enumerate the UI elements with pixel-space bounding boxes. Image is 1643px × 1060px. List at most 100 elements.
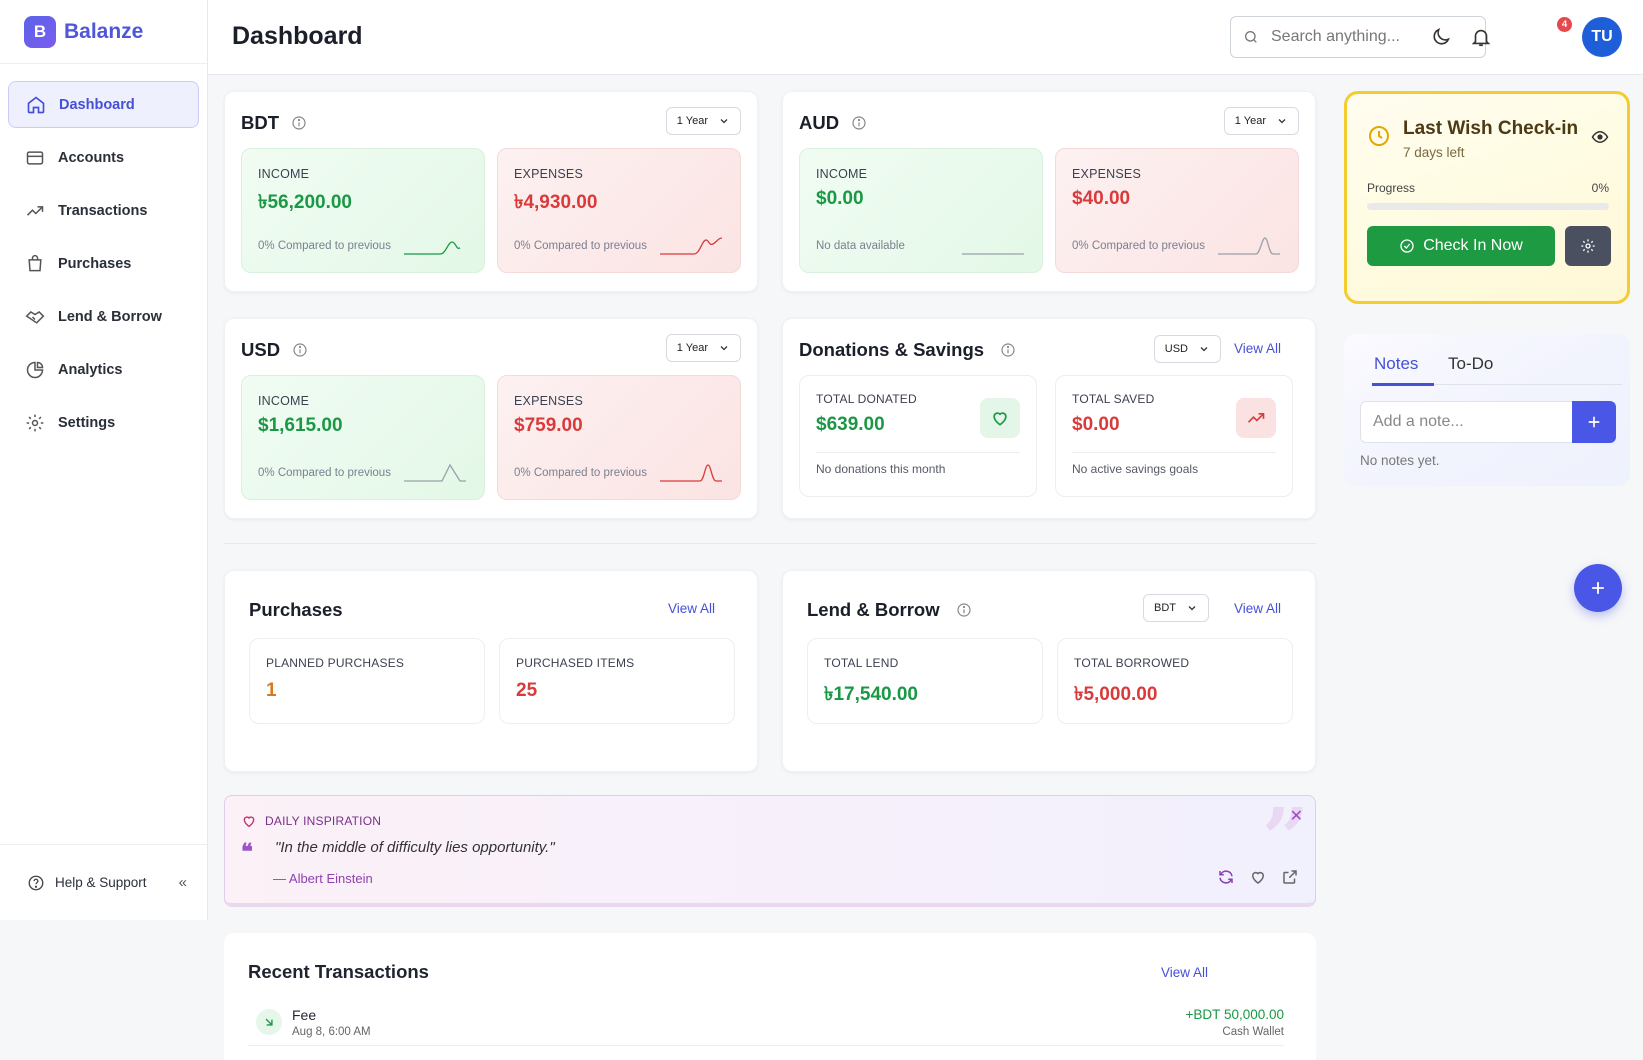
usd-card: USD 1 Year INCOME $1,615.00 0% Compared … xyxy=(224,318,758,519)
check-in-now-button[interactable]: Check In Now xyxy=(1367,226,1555,266)
sidebar-item-purchases[interactable]: Purchases xyxy=(8,240,199,287)
collapse-sidebar-icon[interactable]: « xyxy=(178,874,187,891)
quote-icon: ❝ xyxy=(241,839,253,864)
tab-notes[interactable]: Notes xyxy=(1374,354,1419,373)
stat-comparison: 0% Compared to previous xyxy=(258,467,391,479)
notes-panel: Notes To-Do No notes yet. xyxy=(1344,334,1630,486)
user-avatar[interactable]: TU xyxy=(1582,17,1622,57)
floating-add-button[interactable] xyxy=(1574,564,1622,612)
tab-todo[interactable]: To-Do xyxy=(1448,354,1494,373)
purchases-view-all-link[interactable]: View All xyxy=(667,601,715,616)
eye-icon[interactable] xyxy=(1591,128,1609,146)
sparkline xyxy=(962,253,1024,255)
divider xyxy=(816,452,1020,453)
section-divider xyxy=(224,543,1316,544)
share-icon[interactable] xyxy=(1281,868,1299,886)
sidebar: B Balanze Dashboard Accounts Transaction… xyxy=(0,0,208,920)
stat-value: ৳4,930.00 xyxy=(514,192,598,213)
stat-comparison: 0% Compared to previous xyxy=(514,240,647,252)
sidebar-item-dashboard[interactable]: Dashboard xyxy=(8,81,199,128)
expenses-stat: EXPENSES $759.00 0% Compared to previous xyxy=(497,375,741,500)
credit-card-icon xyxy=(26,150,44,165)
bdt-card-title: BDT xyxy=(241,112,307,134)
search-box[interactable] xyxy=(1230,16,1486,58)
checkin-title: Last Wish Check-in xyxy=(1403,118,1579,139)
bdt-card: BDT 1 Year INCOME ৳56,200.00 0% Compared… xyxy=(224,91,758,292)
sparkline xyxy=(1218,237,1280,255)
info-icon[interactable] xyxy=(956,602,972,618)
home-icon xyxy=(27,95,45,113)
donations-view-all-link[interactable]: View All xyxy=(1233,341,1281,356)
lend-borrow-card: Lend & Borrow BDT View All TOTAL LEND ৳1… xyxy=(782,570,1316,772)
sparkline xyxy=(404,241,461,255)
box-label: PURCHASED ITEMS xyxy=(516,656,635,670)
divider xyxy=(1072,452,1276,453)
info-icon[interactable] xyxy=(291,115,307,131)
sidebar-item-lend-borrow[interactable]: Lend & Borrow xyxy=(8,293,199,340)
info-icon[interactable] xyxy=(1000,342,1016,358)
check-circle-icon xyxy=(1400,239,1414,253)
period-select-value: 1 Year xyxy=(1234,115,1266,127)
gear-icon xyxy=(26,414,44,431)
box-value: ৳17,540.00 xyxy=(824,684,918,705)
note-input[interactable] xyxy=(1360,401,1572,443)
refresh-icon[interactable] xyxy=(1217,868,1235,886)
notes-empty-state: No notes yet. xyxy=(1360,453,1440,468)
box-value: 1 xyxy=(266,680,277,701)
stat-value: $40.00 xyxy=(1072,188,1131,209)
brand[interactable]: B Balanze xyxy=(0,0,207,64)
clock-icon xyxy=(1369,126,1389,146)
box-label: TOTAL LEND xyxy=(824,656,899,670)
inspiration-heading: DAILY INSPIRATION xyxy=(241,813,381,829)
last-wish-checkin-card: Last Wish Check-in 7 days left Progress … xyxy=(1344,91,1630,304)
income-stat: INCOME $1,615.00 0% Compared to previous xyxy=(241,375,485,500)
info-icon[interactable] xyxy=(851,115,867,131)
income-stat: INCOME $0.00 No data available xyxy=(799,148,1043,273)
recent-view-all-link[interactable]: View All xyxy=(1160,965,1208,980)
period-select[interactable]: 1 Year xyxy=(1223,107,1299,135)
bell-icon[interactable] xyxy=(1470,26,1492,48)
aud-card: AUD 1 Year INCOME $0.00 No data availabl… xyxy=(782,91,1316,292)
planned-purchases-box: PLANNED PURCHASES 1 xyxy=(249,638,485,724)
sparkline xyxy=(660,464,722,482)
add-note-button[interactable] xyxy=(1572,401,1616,443)
sidebar-item-label: Transactions xyxy=(58,202,148,219)
help-support-link[interactable]: Help & Support « xyxy=(0,844,207,920)
currency-select[interactable]: BDT xyxy=(1143,594,1209,622)
income-stat: INCOME ৳56,200.00 0% Compared to previou… xyxy=(241,148,485,273)
sidebar-item-analytics[interactable]: Analytics xyxy=(8,346,199,393)
mini-value: $0.00 xyxy=(1072,414,1120,435)
box-label: TOTAL BORROWED xyxy=(1074,656,1190,670)
checkin-settings-button[interactable] xyxy=(1565,226,1611,266)
search-input[interactable] xyxy=(1271,28,1471,46)
trend-badge xyxy=(1236,398,1276,438)
recent-transactions-title: Recent Transactions xyxy=(248,961,429,982)
card-title-text: BDT xyxy=(241,112,280,133)
info-icon[interactable] xyxy=(292,342,308,358)
close-icon[interactable]: ✕ xyxy=(1289,808,1303,825)
progress-bar xyxy=(1367,203,1609,210)
period-select[interactable]: 1 Year xyxy=(665,334,741,362)
heart-icon[interactable] xyxy=(1249,868,1267,886)
lend-borrow-view-all-link[interactable]: View All xyxy=(1233,601,1281,616)
sidebar-item-accounts[interactable]: Accounts xyxy=(8,134,199,181)
notification-badge: 4 xyxy=(1557,17,1572,32)
currency-select-value: BDT xyxy=(1154,602,1176,614)
box-value: ৳5,000.00 xyxy=(1074,684,1158,705)
currency-select[interactable]: USD xyxy=(1153,335,1221,363)
period-select[interactable]: 1 Year xyxy=(665,107,741,135)
stat-comparison: 0% Compared to previous xyxy=(258,240,391,252)
daily-inspiration-banner: ” DAILY INSPIRATION ❝ "In the middle of … xyxy=(224,795,1316,907)
moon-icon[interactable] xyxy=(1430,26,1452,48)
quote-watermark: ” xyxy=(1261,791,1309,887)
sidebar-item-transactions[interactable]: Transactions xyxy=(8,187,199,234)
total-borrowed-box: TOTAL BORROWED ৳5,000.00 xyxy=(1057,638,1293,724)
card-title-text: USD xyxy=(241,339,281,360)
sidebar-item-settings[interactable]: Settings xyxy=(8,399,199,446)
progress-label: Progress xyxy=(1367,181,1416,195)
trending-up-icon xyxy=(26,205,44,216)
card-title-text: Purchases xyxy=(249,599,343,620)
sidebar-item-label: Analytics xyxy=(58,361,123,378)
chevron-down-icon xyxy=(1200,347,1208,352)
heart-icon xyxy=(243,816,255,828)
